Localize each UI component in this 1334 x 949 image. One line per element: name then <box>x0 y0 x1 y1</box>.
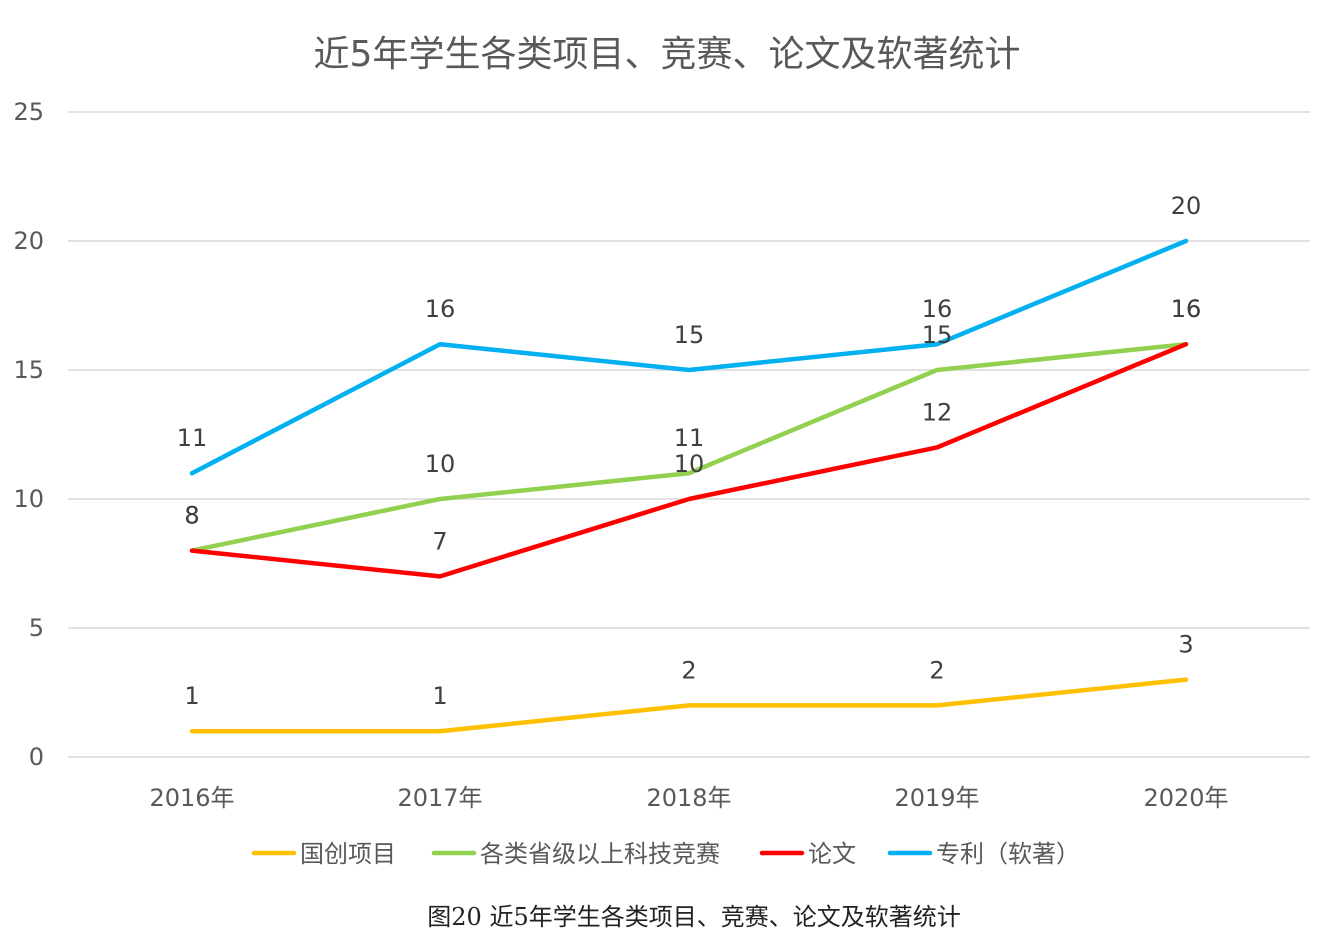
data-label: 16 <box>1171 295 1202 323</box>
data-label: 1 <box>432 682 447 710</box>
x-tick-label: 2016年 <box>149 784 234 812</box>
data-label: 15 <box>674 321 705 349</box>
x-tick-label: 2018年 <box>646 784 731 812</box>
data-label: 10 <box>425 450 456 478</box>
y-axis-ticks: 0 5 10 15 20 25 <box>13 98 44 771</box>
series-line <box>189 238 1189 476</box>
data-label: 2 <box>681 656 696 684</box>
legend: 国创项目 各类省级以上科技竞赛 论文 专利（软著） <box>251 840 1080 868</box>
legend-label: 专利（软著） <box>936 840 1080 868</box>
x-tick-label: 2020年 <box>1143 784 1228 812</box>
data-label: 8 <box>184 502 199 530</box>
y-tick-label: 0 <box>29 743 44 771</box>
y-tick-label: 20 <box>13 227 44 255</box>
data-label: 12 <box>922 398 953 426</box>
x-tick-label: 2017年 <box>397 784 482 812</box>
data-label: 3 <box>1178 631 1193 659</box>
series-lines <box>189 238 1189 734</box>
chart-title: 近5年学生各类项目、竞赛、论文及软著统计 <box>314 34 1021 75</box>
legend-label: 论文 <box>808 840 856 868</box>
legend-label: 国创项目 <box>300 840 396 868</box>
data-label: 16 <box>922 295 953 323</box>
data-label: 11 <box>674 424 705 452</box>
data-label: 11 <box>177 424 208 452</box>
data-label: 10 <box>674 450 705 478</box>
data-label: 1 <box>184 682 199 710</box>
data-label: 16 <box>425 295 456 323</box>
data-label: 20 <box>1171 192 1202 220</box>
y-tick-label: 5 <box>29 614 44 642</box>
data-label: 15 <box>922 321 953 349</box>
y-tick-label: 15 <box>13 356 44 384</box>
figure-caption: 图20 近5年学生各类项目、竞赛、论文及软著统计 <box>427 903 960 931</box>
data-label: 2 <box>929 656 944 684</box>
series-line <box>189 677 1189 734</box>
series-line <box>189 341 1189 579</box>
y-tick-label: 25 <box>13 98 44 126</box>
data-label: 7 <box>432 527 447 555</box>
data-label: 16 <box>1171 295 1202 323</box>
x-axis-ticks: 2016年 2017年 2018年 2019年 2020年 <box>149 784 1228 812</box>
legend-label: 各类省级以上科技竞赛 <box>480 840 720 868</box>
data-label: 8 <box>184 502 199 530</box>
x-tick-label: 2019年 <box>894 784 979 812</box>
series-line <box>189 341 1189 553</box>
y-tick-label: 10 <box>13 485 44 513</box>
